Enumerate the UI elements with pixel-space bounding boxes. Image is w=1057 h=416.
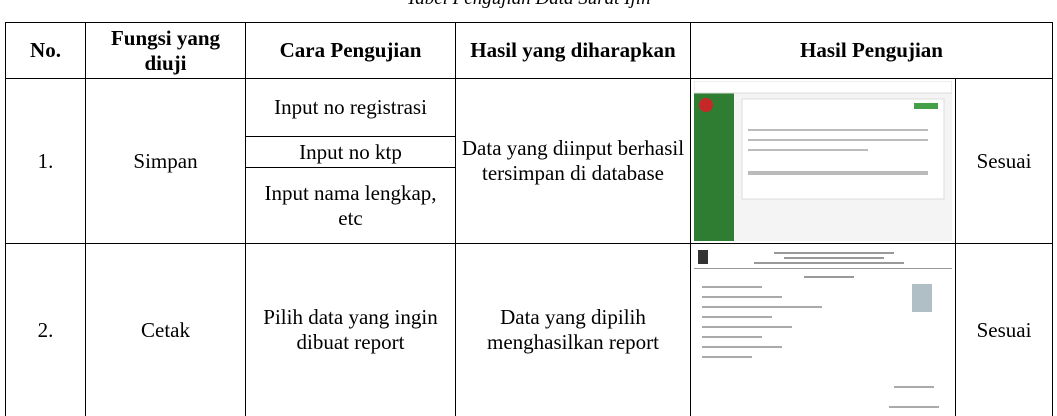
cell: Data yang dipilih menghasilkan report [455,243,691,416]
cell: Input no registrasi [245,78,456,137]
table-caption: Tabel Pengujian Data Surat Ijin [0,0,1057,10]
cell: 2. [5,243,86,416]
cell: Sesuai [954,243,1054,416]
header-cell: Hasil yang diharapkan [455,22,691,79]
cell: Input nama lengkap, etc [245,167,456,244]
cell: Pilih data yang ingin dibuat report [245,243,456,416]
screenshot-cell [690,243,956,416]
cell: Sesuai [954,78,1054,244]
header-cell: Hasil Pengujian [689,22,1054,79]
cell: 1. [5,78,86,244]
cell: Cetak [85,243,246,416]
header-cell: No. [5,22,86,79]
test-table: No. Fungsi yang diuji Cara Pengujian Has… [5,22,1054,416]
cell: Simpan [85,78,246,244]
header-cell: Cara Pengujian [245,22,456,79]
cell: Data yang diinput berhasil tersimpan di … [455,78,691,244]
screenshot-cell [690,78,956,244]
cell: Input no ktp [245,136,456,168]
header-cell: Fungsi yang diuji [85,22,246,79]
screenshot [694,81,952,241]
screenshot [694,246,952,414]
